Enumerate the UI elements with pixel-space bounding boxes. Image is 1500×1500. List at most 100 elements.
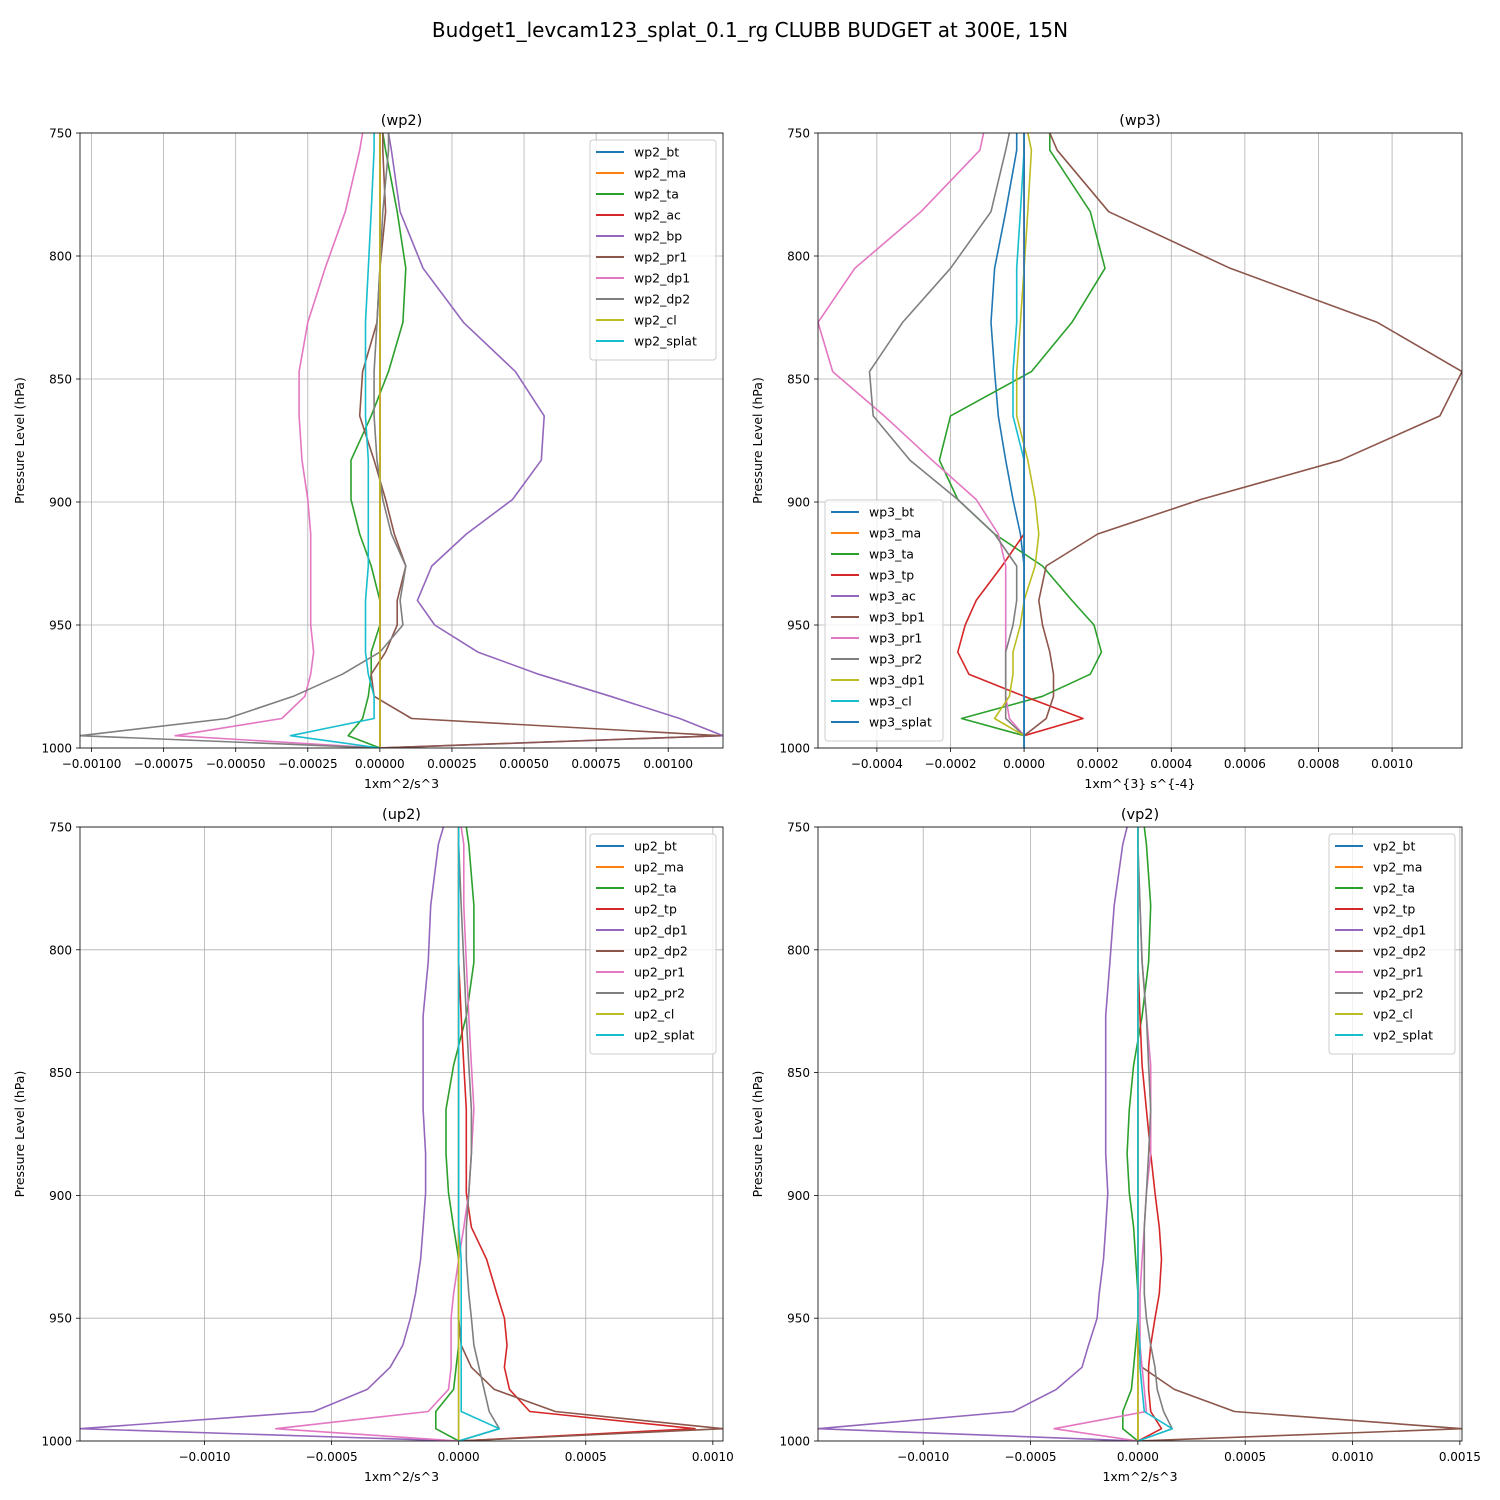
legend: up2_bt up2_ma up2_ta up2_tp up2_dp1 up2_dp2up…: [589, 833, 717, 1055]
x-tick-label: 0.0010: [692, 1450, 734, 1464]
axes-frame: [79, 132, 724, 749]
series-lines: [80, 133, 723, 748]
y-tick-label: 950: [49, 1312, 72, 1326]
y-tick-label: 900: [787, 1189, 810, 1203]
x-tick-label: 0.0000: [438, 1450, 480, 1464]
subplot-up2: −0.0010 −0.0005 0.0000 0.0005 0.0010 750 800 85…: [12, 807, 734, 1484]
series-line-vp2_ta: [1122, 827, 1152, 1441]
axes-frame: [817, 826, 1463, 1442]
x-tick-label: 0.0010: [1332, 1450, 1374, 1464]
y-tick-label: 850: [49, 1066, 72, 1080]
legend-label: wp3_pr1: [869, 631, 922, 646]
x-tick-label: −0.0002: [924, 757, 976, 771]
legend-label: up2_dp2: [634, 944, 688, 959]
series-line-vp2_splat: [1137, 827, 1173, 1441]
series-line-wp2_splat: [289, 133, 381, 748]
x-tick-label: 0.0000: [1003, 757, 1045, 771]
y-tick-label: 750: [787, 127, 810, 141]
legend-label: wp2_bt: [634, 145, 679, 160]
y-tick-label: 950: [787, 1312, 810, 1326]
legend-label: wp2_splat: [634, 334, 697, 349]
y-axis-label: Pressure Level (hPa): [12, 1071, 27, 1198]
series-line-wp2_dp1: [174, 133, 380, 748]
series-line-wp2_bp: [379, 133, 723, 748]
y-tick-label: 900: [49, 496, 72, 510]
x-tick-label: −0.00075: [134, 757, 194, 771]
legend-label: wp3_bt: [869, 505, 914, 520]
legend-label: vp2_dp2: [1373, 944, 1426, 959]
legend-label: vp2_dp1: [1373, 923, 1426, 938]
series-line-vp2_dp1: [818, 827, 1138, 1441]
y-tick-label: 950: [787, 619, 810, 633]
x-tick-label: −0.00050: [206, 757, 266, 771]
x-tick-label: −0.0004: [851, 757, 903, 771]
legend-label: up2_splat: [634, 1028, 695, 1043]
x-tick-label: −0.0010: [179, 1450, 231, 1464]
legend-label: wp2_ta: [634, 187, 679, 202]
legend-label: wp3_ta: [869, 547, 914, 562]
subplot-vp2: −0.0010 −0.0005 0.0000 0.0005 0.0010 0.0015 75…: [750, 807, 1481, 1484]
legend-label: up2_tp: [634, 902, 677, 917]
figure-title: Budget1_levcam123_splat_0.1_rg CLUBB BUD…: [432, 18, 1068, 42]
x-tick-label: 0.0010: [1371, 757, 1413, 771]
x-axis-label: 1xm^2/s^3: [1102, 1469, 1177, 1484]
legend-label: vp2_tp: [1373, 902, 1415, 917]
x-tick-label: −0.0010: [897, 1450, 949, 1464]
legend-label: vp2_pr1: [1373, 965, 1424, 980]
legend: wp2_bt wp2_ma wp2_ta wp2_ac wp2_bp wp2_pr1 wp2…: [589, 139, 717, 361]
subplot-title: (vp2): [1121, 807, 1159, 823]
legend-label: wp2_ac: [634, 208, 681, 223]
y-axis-label: Pressure Level (hPa): [750, 377, 765, 504]
legend-label: vp2_splat: [1373, 1028, 1433, 1043]
y-tick-label: 750: [787, 821, 810, 835]
y-tick-label: 850: [787, 373, 810, 387]
x-axis-label: 1xm^2/s^3: [364, 776, 439, 791]
x-tick-label: 0.0005: [1224, 1450, 1266, 1464]
x-tick-label: 0.0006: [1224, 757, 1266, 771]
legend-label: wp2_cl: [634, 313, 677, 328]
series-lines: [818, 133, 1462, 748]
legend-label: wp2_bp: [634, 229, 682, 244]
x-tick-label: 0.00000: [355, 757, 405, 771]
y-tick-label: 1000: [41, 742, 72, 756]
legend-label: wp3_tp: [869, 568, 914, 583]
y-tick-label: 800: [787, 250, 810, 264]
subplot-wp2: −0.00100 −0.00075 −0.00050 −0.00025 0.00000 0…: [12, 113, 724, 791]
y-tick-label: 900: [787, 496, 810, 510]
x-axis-label: 1xm^2/s^3: [364, 1469, 439, 1484]
legend-label: up2_ta: [634, 881, 677, 896]
legend-label: vp2_cl: [1373, 1007, 1413, 1022]
y-tick-label: 750: [49, 127, 72, 141]
series-line-up2_splat: [457, 827, 501, 1441]
series-line-wp3_bp1: [1023, 133, 1462, 748]
series-line-wp2_ta: [347, 133, 407, 748]
legend-label: up2_cl: [634, 1007, 674, 1022]
series-lines: [818, 827, 1462, 1441]
axes-frame: [817, 132, 1463, 749]
legend-label: wp2_dp2: [634, 292, 690, 307]
y-tick-label: 1000: [779, 742, 810, 756]
x-axis-label: 1xm^{3} s^{-4}: [1084, 776, 1195, 791]
series-line-up2_pr1: [274, 827, 475, 1441]
legend-label: wp3_pr2: [869, 652, 922, 667]
x-tick-label: −0.00025: [278, 757, 338, 771]
legend-label: wp3_dp1: [869, 673, 925, 688]
y-tick-label: 1000: [779, 1435, 810, 1449]
x-tick-label: 0.0005: [565, 1450, 607, 1464]
y-tick-label: 750: [49, 821, 72, 835]
legend-label: vp2_pr2: [1373, 986, 1424, 1001]
legend: vp2_bt vp2_ma vp2_ta vp2_tp vp2_dp1 vp2_dp2vp…: [1328, 833, 1456, 1055]
series-line-up2_pr2: [457, 827, 501, 1441]
x-tick-label: −0.0005: [1004, 1450, 1056, 1464]
legend-label: wp3_ma: [869, 526, 921, 541]
legend-label: up2_bt: [634, 839, 677, 854]
legend-label: up2_pr2: [634, 986, 685, 1001]
legend-label: vp2_bt: [1373, 839, 1415, 854]
x-tick-label: 0.0000: [1117, 1450, 1159, 1464]
x-tick-label: 0.0015: [1439, 1450, 1481, 1464]
legend: wp3_bt wp3_ma wp3_ta wp3_tp wp3_ac wp3_bp1 wp3…: [824, 499, 944, 742]
x-tick-label: 0.0004: [1150, 757, 1192, 771]
legend-label: wp3_cl: [869, 694, 912, 709]
legend-label: vp2_ta: [1373, 881, 1415, 896]
